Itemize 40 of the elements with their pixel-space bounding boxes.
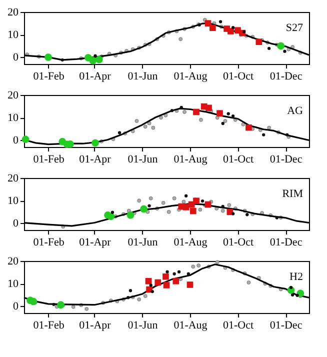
x-tick-label: 01-Dec — [270, 320, 302, 332]
x-tick-label: 01-Jun — [128, 154, 158, 166]
x-tick-label: 01-Apr — [79, 320, 112, 332]
y-tick-label: 20 — [8, 256, 19, 268]
x-tick-label: 01-Dec — [270, 236, 302, 248]
x-tick-label: 01-Oct — [222, 320, 254, 332]
y-tick-label: 20 — [8, 172, 19, 184]
y-tick-label: 10 — [8, 29, 19, 42]
y-tick-label: 10 — [8, 278, 19, 290]
x-tick-label: 01-Aug — [174, 154, 208, 166]
y-tick-label: 10 — [8, 112, 19, 124]
annotation: RIM — [282, 188, 304, 200]
y-tick-label: 10 — [8, 195, 19, 208]
x-tick-label: 01-Apr — [79, 236, 112, 248]
x-tick-label: 01-Apr — [79, 70, 112, 82]
x-tick-label: 01-Jun — [128, 70, 158, 82]
annotation: AG — [287, 105, 304, 117]
annotation: H2 — [290, 271, 303, 283]
x-tick-label: 01-Jun — [128, 320, 158, 332]
x-tick-label: 01-Aug — [174, 236, 208, 248]
y-tick-label: 0 — [13, 134, 19, 147]
y-tick-label: 20 — [8, 6, 19, 18]
annotation: S27 — [286, 22, 304, 34]
x-tick-label: 01-Jun — [128, 236, 158, 248]
x-tick-label: 01-Dec — [270, 154, 302, 166]
y-tick-label: 0 — [13, 52, 19, 64]
x-tick-label: 01-Aug — [174, 70, 208, 82]
x-tick-label: 01-Oct — [222, 154, 254, 166]
x-tick-label: 01-Aug — [174, 320, 208, 332]
y-tick-label: 20 — [8, 90, 19, 102]
x-tick-label: 01-Feb — [33, 320, 65, 332]
y-tick-label: 0 — [13, 218, 19, 230]
x-tick-label: 01-Apr — [79, 154, 112, 166]
x-tick-label: 01-Oct — [222, 70, 254, 82]
y-tick-label: 0 — [13, 300, 19, 313]
x-tick-label: 01-Oct — [222, 236, 254, 248]
x-tick-label: 01-Feb — [33, 70, 65, 82]
x-tick-label: 01-Feb — [33, 236, 65, 248]
x-tick-label: 01-Dec — [270, 70, 302, 82]
x-tick-label: 01-Feb — [33, 154, 65, 166]
